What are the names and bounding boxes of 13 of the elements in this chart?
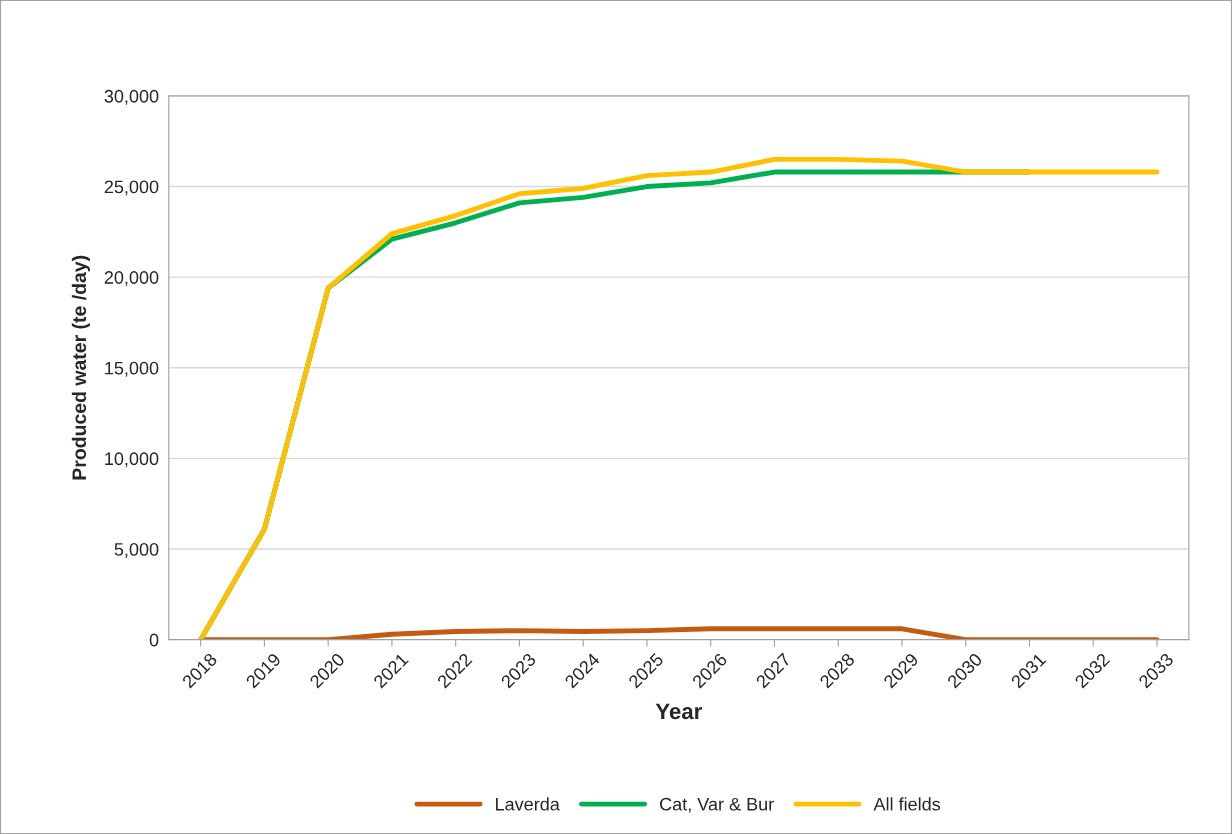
y-tick-label: 30,000: [104, 89, 159, 105]
y-tick-label: 20,000: [104, 271, 159, 287]
x-axis-title: Year: [655, 703, 702, 720]
y-tick-label: 0: [149, 633, 159, 647]
legend-label: All fields: [873, 797, 941, 811]
y-tick-label: 10,000: [105, 452, 159, 468]
y-tick-label: 5,000: [114, 542, 159, 558]
y-axis-title: Produced water (te /day): [71, 255, 90, 480]
legend-label: Cat, Var & Bur: [660, 797, 774, 813]
legend-label: Laverda: [496, 797, 560, 811]
y-tick-label: 25,000: [104, 180, 159, 196]
y-tick-label: 15,000: [105, 361, 159, 377]
line-series: [198, 156, 1160, 640]
